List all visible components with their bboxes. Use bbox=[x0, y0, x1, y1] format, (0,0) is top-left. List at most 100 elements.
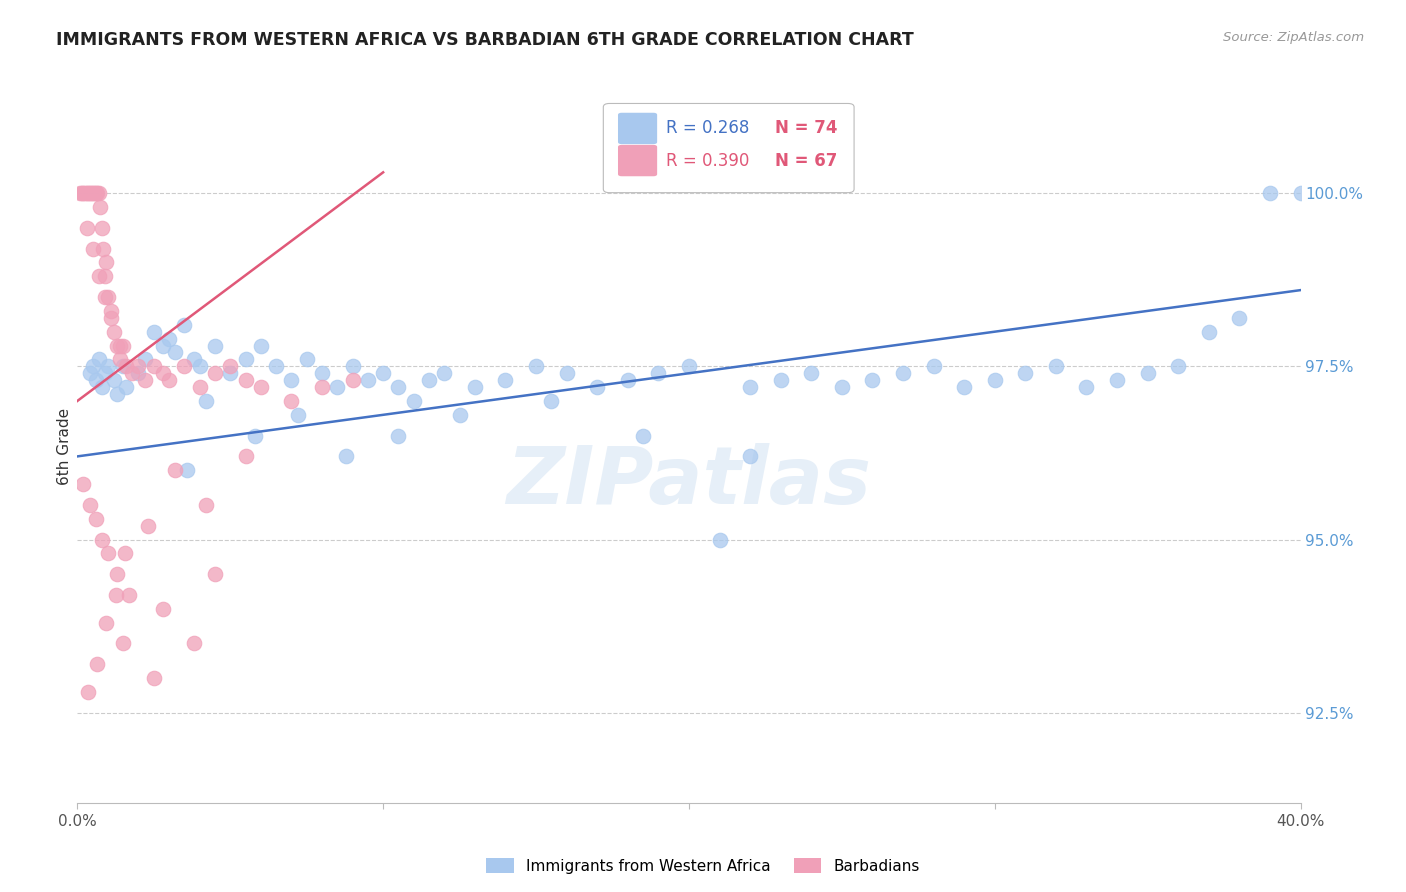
Point bbox=[104, 588, 127, 602]
Point bbox=[464, 380, 486, 394]
Point bbox=[235, 450, 257, 464]
Point bbox=[157, 373, 180, 387]
Point bbox=[76, 186, 98, 201]
Point bbox=[70, 186, 93, 201]
Point bbox=[121, 366, 143, 380]
Point bbox=[1229, 310, 1251, 325]
Point bbox=[72, 477, 94, 491]
Point bbox=[87, 186, 110, 201]
Point bbox=[342, 359, 364, 374]
Point bbox=[86, 186, 108, 201]
Point bbox=[831, 380, 853, 394]
Point bbox=[402, 394, 425, 409]
Point bbox=[97, 359, 120, 374]
Point bbox=[524, 359, 547, 374]
Point bbox=[90, 380, 112, 394]
Point bbox=[922, 359, 945, 374]
Point bbox=[142, 359, 165, 374]
Point bbox=[449, 408, 471, 422]
Point bbox=[112, 359, 135, 374]
Point bbox=[82, 359, 104, 374]
Point bbox=[94, 290, 117, 304]
Point bbox=[87, 269, 110, 284]
Point bbox=[891, 366, 914, 380]
Point bbox=[83, 186, 105, 201]
Point bbox=[311, 366, 333, 380]
Point bbox=[79, 498, 101, 512]
Point bbox=[1198, 325, 1220, 339]
Point bbox=[152, 366, 174, 380]
Text: ZIPatlas: ZIPatlas bbox=[506, 442, 872, 521]
Point bbox=[617, 373, 640, 387]
Point bbox=[188, 359, 211, 374]
Point bbox=[69, 186, 91, 201]
FancyBboxPatch shape bbox=[603, 103, 853, 193]
Point bbox=[287, 408, 309, 422]
Point bbox=[77, 186, 100, 201]
Point bbox=[96, 615, 118, 630]
Point bbox=[89, 200, 111, 214]
Point bbox=[91, 242, 114, 256]
Point bbox=[157, 332, 180, 346]
Point bbox=[128, 366, 150, 380]
Point bbox=[433, 366, 456, 380]
Point bbox=[495, 373, 517, 387]
Point bbox=[100, 310, 122, 325]
Point bbox=[103, 325, 125, 339]
Point bbox=[176, 463, 198, 477]
Point bbox=[204, 366, 226, 380]
Point bbox=[740, 380, 762, 394]
Point bbox=[82, 242, 104, 256]
Point bbox=[740, 450, 762, 464]
Point bbox=[112, 636, 135, 650]
Point bbox=[387, 428, 409, 442]
Point bbox=[1014, 366, 1036, 380]
Point bbox=[183, 636, 205, 650]
Point bbox=[128, 359, 150, 374]
Point bbox=[142, 671, 165, 685]
Point bbox=[90, 533, 112, 547]
Point bbox=[79, 186, 101, 201]
Point bbox=[84, 373, 107, 387]
Point bbox=[108, 352, 131, 367]
Point bbox=[136, 518, 159, 533]
Point bbox=[142, 325, 165, 339]
Point bbox=[72, 186, 94, 201]
Point bbox=[540, 394, 562, 409]
FancyBboxPatch shape bbox=[619, 112, 657, 145]
Point bbox=[586, 380, 609, 394]
Point bbox=[1289, 186, 1312, 201]
Point bbox=[97, 546, 120, 560]
Point bbox=[371, 366, 394, 380]
Point bbox=[100, 304, 122, 318]
Point bbox=[79, 366, 101, 380]
Point bbox=[219, 359, 242, 374]
Point bbox=[105, 567, 128, 582]
Point bbox=[183, 352, 205, 367]
Legend: Immigrants from Western Africa, Barbadians: Immigrants from Western Africa, Barbadia… bbox=[481, 852, 925, 880]
Point bbox=[194, 394, 217, 409]
Point bbox=[188, 380, 211, 394]
Point bbox=[97, 290, 120, 304]
Point bbox=[84, 186, 107, 201]
Point bbox=[165, 345, 187, 359]
Point bbox=[250, 338, 273, 352]
Point bbox=[84, 512, 107, 526]
Point bbox=[94, 366, 117, 380]
Point bbox=[342, 373, 364, 387]
Point bbox=[219, 366, 242, 380]
FancyBboxPatch shape bbox=[619, 145, 657, 177]
Text: R = 0.390: R = 0.390 bbox=[665, 152, 749, 169]
Point bbox=[1107, 373, 1129, 387]
Point bbox=[709, 533, 731, 547]
Point bbox=[418, 373, 440, 387]
Text: R = 0.268: R = 0.268 bbox=[665, 120, 749, 137]
Point bbox=[280, 394, 302, 409]
Point bbox=[953, 380, 976, 394]
Point bbox=[80, 186, 103, 201]
Point bbox=[984, 373, 1007, 387]
Point bbox=[134, 352, 156, 367]
Point bbox=[82, 186, 104, 201]
Point bbox=[87, 352, 110, 367]
Point bbox=[326, 380, 349, 394]
